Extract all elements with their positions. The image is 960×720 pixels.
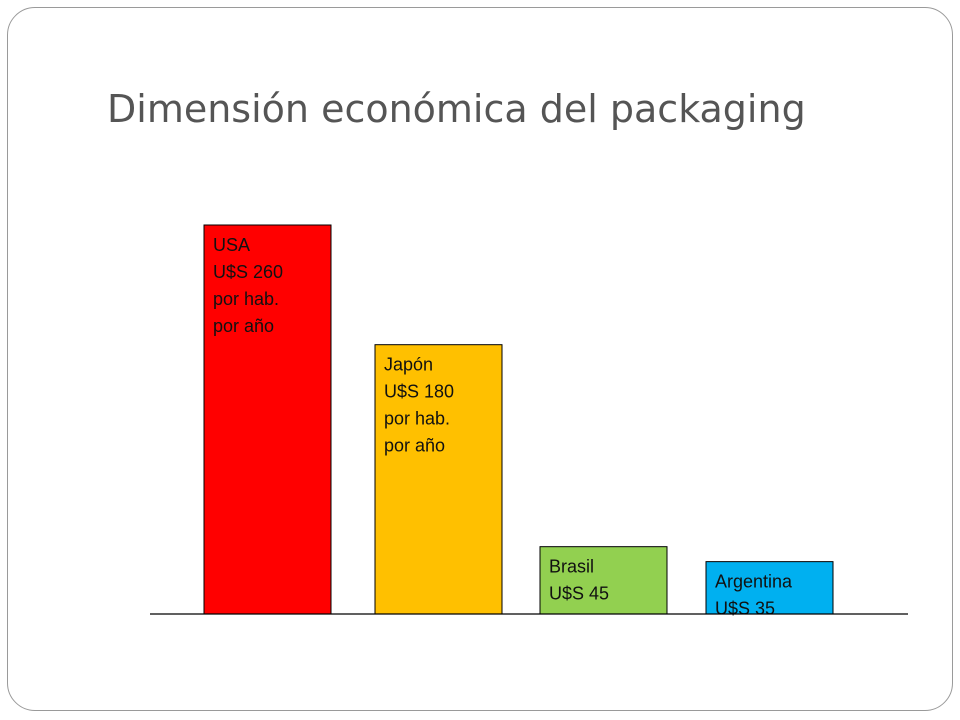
- bar-label-line: por hab.: [213, 289, 279, 309]
- bar-label-line: Brasil: [549, 557, 594, 577]
- slide-title: Dimensión económica del packaging: [107, 87, 806, 131]
- bar-label-line: U$S 45: [549, 584, 609, 604]
- bar-label-brasil: Brasil U$S 45: [549, 557, 609, 604]
- bar-label-line: U$S 180: [384, 382, 454, 402]
- bar-label-usa: USA U$S 260 por hab. por año: [213, 235, 283, 336]
- bar-label-line: Japón: [384, 355, 433, 375]
- bar-label-line: Argentina: [715, 572, 793, 592]
- bar-label-line: por año: [213, 316, 274, 336]
- bar-label-line: USA: [213, 235, 250, 255]
- bar-usa: [203, 224, 332, 615]
- bar-label-line: U$S 35: [715, 599, 775, 619]
- bar-label-japon: Japón U$S 180 por hab. por año: [384, 355, 454, 456]
- bar-label-line: por hab.: [384, 409, 450, 429]
- bar-labels-group: USA U$S 260 por hab. por año Japón U$S 180 por…: [213, 235, 793, 619]
- bars-group: [203, 224, 834, 615]
- bar-label-line: U$S 260: [213, 262, 283, 282]
- bar-brasil: [539, 546, 668, 615]
- bar-label-line: por año: [384, 436, 445, 456]
- bar-japon: [374, 344, 503, 615]
